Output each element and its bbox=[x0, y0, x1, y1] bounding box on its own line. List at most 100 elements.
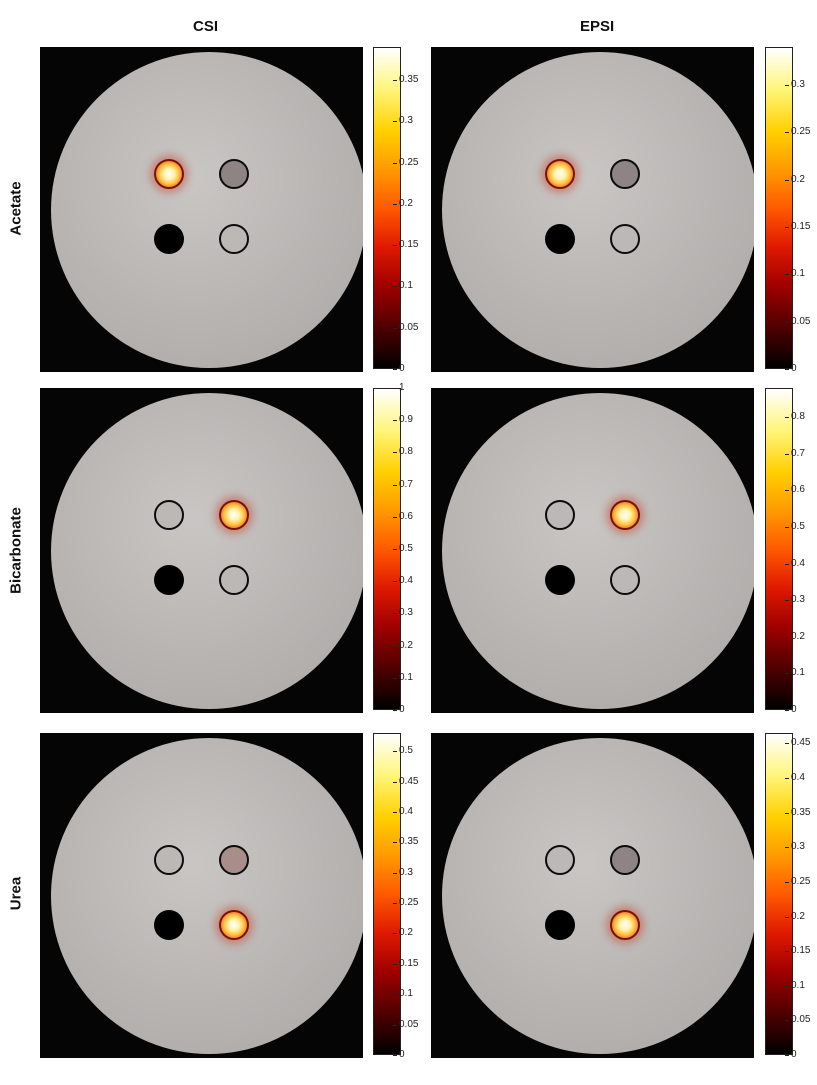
colorbar-tick-label: 0.2 bbox=[399, 927, 413, 938]
colorbar-tick-label: 0 bbox=[791, 704, 797, 715]
mri-panel-urea-epsi bbox=[431, 733, 754, 1058]
colorbar-tick-mark bbox=[785, 564, 789, 565]
colorbar-tick-label: 0.35 bbox=[399, 836, 419, 847]
colorbar-tick-mark bbox=[785, 322, 789, 323]
colorbar-tick-mark bbox=[393, 549, 397, 550]
vial-bottom-left bbox=[545, 565, 575, 595]
colorbar-tick-label: 0.15 bbox=[791, 945, 811, 956]
colorbar-tick-label: 0.25 bbox=[791, 876, 811, 887]
phantom bbox=[442, 52, 754, 368]
colorbar-acetate-csi bbox=[373, 47, 401, 369]
vial-top-right bbox=[219, 845, 249, 875]
colorbar-tick-mark bbox=[785, 132, 789, 133]
colorbar-tick-label: 0.2 bbox=[791, 174, 805, 185]
colorbar-tick-mark bbox=[785, 85, 789, 86]
vial-bottom-left bbox=[154, 910, 184, 940]
column-header-csi: CSI bbox=[193, 18, 219, 35]
colorbar-tick-mark bbox=[393, 751, 397, 752]
colorbar-tick-mark bbox=[785, 847, 789, 848]
colorbar-tick-label: 0.25 bbox=[791, 126, 811, 137]
colorbar-tick-label: 0.9 bbox=[399, 414, 413, 425]
colorbar-tick-label: 0.4 bbox=[399, 575, 413, 586]
colorbar-tick-label: 0.05 bbox=[399, 322, 419, 333]
mri-panel-acetate-csi bbox=[40, 47, 363, 372]
colorbar-tick-label: 0.05 bbox=[399, 1019, 419, 1030]
colorbar-tick-mark bbox=[393, 933, 397, 934]
colorbar-tick-mark bbox=[785, 1055, 789, 1056]
colorbar-tick-label: 0.35 bbox=[399, 74, 419, 85]
colorbar-tick-mark bbox=[393, 121, 397, 122]
colorbar-tick-label: 0 bbox=[399, 1049, 405, 1060]
vial-bottom-right bbox=[610, 910, 640, 940]
colorbar-bicarbonate-epsi bbox=[765, 388, 793, 710]
vial-bottom-right bbox=[219, 565, 249, 595]
phantom bbox=[51, 393, 363, 709]
colorbar-tick-mark bbox=[393, 286, 397, 287]
colorbar-tick-mark bbox=[393, 842, 397, 843]
phantom bbox=[51, 52, 363, 368]
colorbar-tick-label: 0 bbox=[399, 363, 405, 374]
colorbar-tick-mark bbox=[785, 710, 789, 711]
vial-top-left bbox=[545, 845, 575, 875]
colorbar-tick-mark bbox=[393, 485, 397, 486]
vial-top-left bbox=[154, 159, 184, 189]
colorbar-tick-label: 0.6 bbox=[791, 484, 805, 495]
vial-bottom-left bbox=[154, 565, 184, 595]
colorbar-tick-label: 0.25 bbox=[399, 157, 419, 168]
colorbar-tick-label: 0.7 bbox=[399, 479, 413, 490]
colorbar-tick-mark bbox=[393, 646, 397, 647]
colorbar-tick-label: 0.3 bbox=[791, 841, 805, 852]
colorbar-tick-label: 0.3 bbox=[791, 594, 805, 605]
colorbar-tick-mark bbox=[393, 613, 397, 614]
colorbar-tick-label: 0.5 bbox=[399, 543, 413, 554]
colorbar-tick-mark bbox=[393, 812, 397, 813]
colorbar-tick-label: 0.4 bbox=[399, 806, 413, 817]
colorbar-tick-label: 0.15 bbox=[791, 221, 811, 232]
colorbar-tick-mark bbox=[785, 813, 789, 814]
colorbar-tick-label: 0 bbox=[399, 704, 405, 715]
phantom bbox=[442, 738, 754, 1054]
vial-top-left bbox=[545, 159, 575, 189]
colorbar-tick-label: 0.3 bbox=[791, 79, 805, 90]
colorbar-tick-label: 0.05 bbox=[791, 316, 811, 327]
vial-bottom-right bbox=[219, 910, 249, 940]
colorbar-tick-label: 0.4 bbox=[791, 558, 805, 569]
vial-bottom-left bbox=[154, 224, 184, 254]
colorbar-tick-label: 0.8 bbox=[399, 446, 413, 457]
colorbar-acetate-epsi bbox=[765, 47, 793, 369]
vial-top-left bbox=[545, 500, 575, 530]
colorbar-tick-mark bbox=[785, 180, 789, 181]
colorbar-tick-mark bbox=[785, 490, 789, 491]
colorbar-tick-label: 0.1 bbox=[791, 268, 805, 279]
colorbar-tick-mark bbox=[393, 80, 397, 81]
colorbar-tick-mark bbox=[785, 600, 789, 601]
colorbar-tick-mark bbox=[785, 1020, 789, 1021]
colorbar-tick-label: 0.2 bbox=[791, 911, 805, 922]
colorbar-tick-label: 0.35 bbox=[791, 807, 811, 818]
column-header-epsi: EPSI bbox=[580, 18, 615, 35]
mri-panel-bicarbonate-csi bbox=[40, 388, 363, 713]
colorbar-tick-mark bbox=[393, 245, 397, 246]
colorbar-tick-label: 0.05 bbox=[791, 1014, 811, 1025]
colorbar-tick-label: 0.3 bbox=[399, 607, 413, 618]
row-header-acetate: Acetate bbox=[7, 181, 25, 236]
vial-top-right bbox=[610, 500, 640, 530]
colorbar-tick-mark bbox=[393, 873, 397, 874]
colorbar-tick-label: 1 bbox=[399, 382, 405, 393]
colorbar-tick-label: 0.15 bbox=[399, 958, 419, 969]
colorbar-tick-label: 0.6 bbox=[399, 511, 413, 522]
colorbar-tick-mark bbox=[785, 274, 789, 275]
vial-bottom-left bbox=[545, 224, 575, 254]
colorbar-tick-mark bbox=[393, 163, 397, 164]
phantom bbox=[442, 393, 754, 709]
vial-top-right bbox=[219, 500, 249, 530]
colorbar-tick-mark bbox=[785, 417, 789, 418]
colorbar-tick-label: 0.45 bbox=[791, 737, 811, 748]
colorbar-tick-mark bbox=[393, 1025, 397, 1026]
mri-panel-bicarbonate-epsi bbox=[431, 388, 754, 713]
vial-bottom-left bbox=[545, 910, 575, 940]
vial-top-right bbox=[610, 845, 640, 875]
colorbar-tick-label: 0.1 bbox=[791, 980, 805, 991]
colorbar-tick-mark bbox=[393, 581, 397, 582]
colorbar-tick-label: 0.1 bbox=[791, 667, 805, 678]
